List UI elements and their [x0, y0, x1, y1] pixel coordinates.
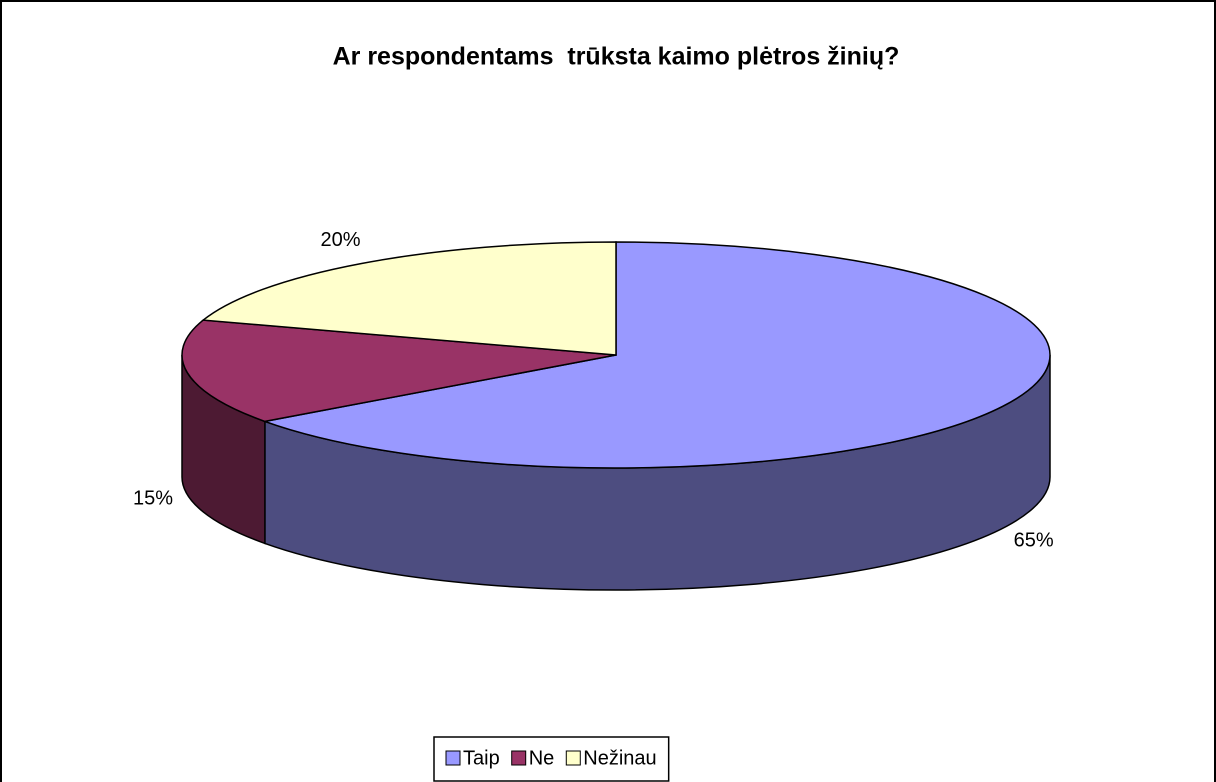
pie-slice: [181, 319, 617, 423]
data-label: 15%: [133, 487, 173, 509]
data-label: 65%: [1014, 529, 1054, 551]
legend-swatch: [445, 750, 461, 766]
legend-swatch: [511, 750, 527, 766]
legend-box: [433, 736, 670, 782]
legend-label: Ne: [529, 747, 555, 769]
legend-label: Taip: [463, 747, 500, 769]
legend-label: Nežinau: [583, 747, 656, 769]
legend-swatch: [565, 750, 581, 766]
data-label: 20%: [320, 229, 360, 251]
pie-slice: [201, 241, 617, 356]
chart-title: Ar respondentams trūksta kaimo plėtros ž…: [333, 43, 900, 71]
legend: Taip Ne Nežinau: [433, 736, 670, 782]
pie-slice: [262, 241, 1051, 469]
